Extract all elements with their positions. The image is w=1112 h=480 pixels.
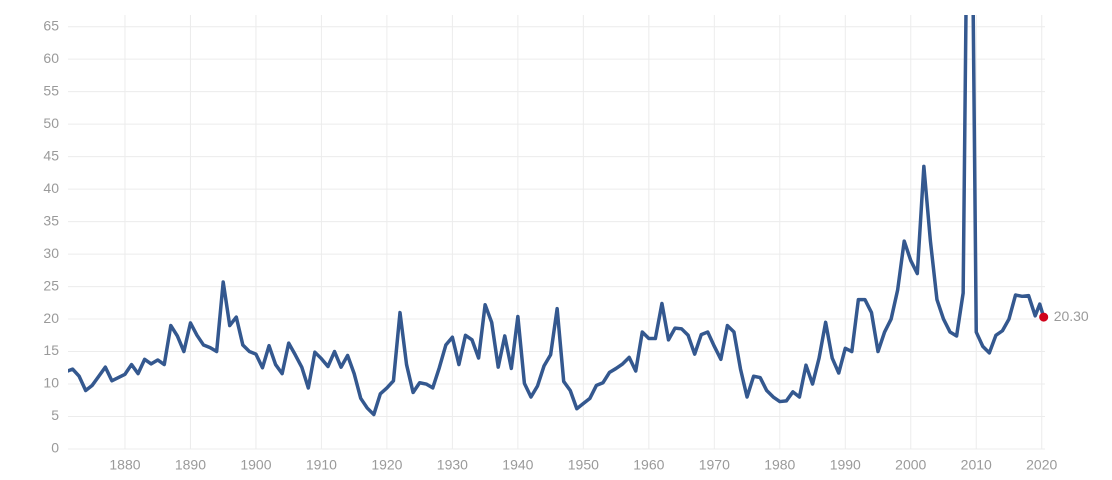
x-tick-label: 1920 — [371, 457, 402, 473]
x-tick-label: 1970 — [699, 457, 730, 473]
x-tick-label: 1990 — [830, 457, 861, 473]
y-tick-label: 25 — [43, 277, 59, 293]
x-tick-label: 1900 — [240, 457, 271, 473]
x-tick-label: 2020 — [1026, 457, 1057, 473]
y-tick-label: 10 — [43, 375, 59, 391]
y-tick-label: 55 — [43, 82, 59, 98]
x-tick-label: 1930 — [437, 457, 468, 473]
y-tick-label: 30 — [43, 245, 59, 261]
y-tick-label: 60 — [43, 50, 59, 66]
value-label: 20.30 — [1054, 308, 1089, 324]
x-tick-label: 1980 — [764, 457, 795, 473]
y-tick-label: 40 — [43, 180, 59, 196]
x-tick-label: 1890 — [175, 457, 206, 473]
y-tick-label: 20 — [43, 310, 59, 326]
y-tick-label: 0 — [51, 440, 59, 456]
plot-area — [68, 15, 1045, 417]
y-tick-label: 15 — [43, 342, 59, 358]
y-tick-label: 5 — [51, 407, 59, 423]
x-tick-label: 1950 — [568, 457, 599, 473]
x-tick-label: 2000 — [895, 457, 926, 473]
end-point — [1039, 312, 1049, 322]
y-tick-label: 65 — [43, 17, 59, 33]
x-tick-label: 1940 — [502, 457, 533, 473]
x-tick-label: 1910 — [306, 457, 337, 473]
y-tick-label: 35 — [43, 212, 59, 228]
x-tick-label: 2010 — [961, 457, 992, 473]
y-tick-label: 45 — [43, 147, 59, 163]
line-series — [68, 15, 1045, 417]
y-tick-label: 50 — [43, 115, 59, 131]
x-tick-label: 1960 — [633, 457, 664, 473]
x-tick-label: 1880 — [109, 457, 140, 473]
